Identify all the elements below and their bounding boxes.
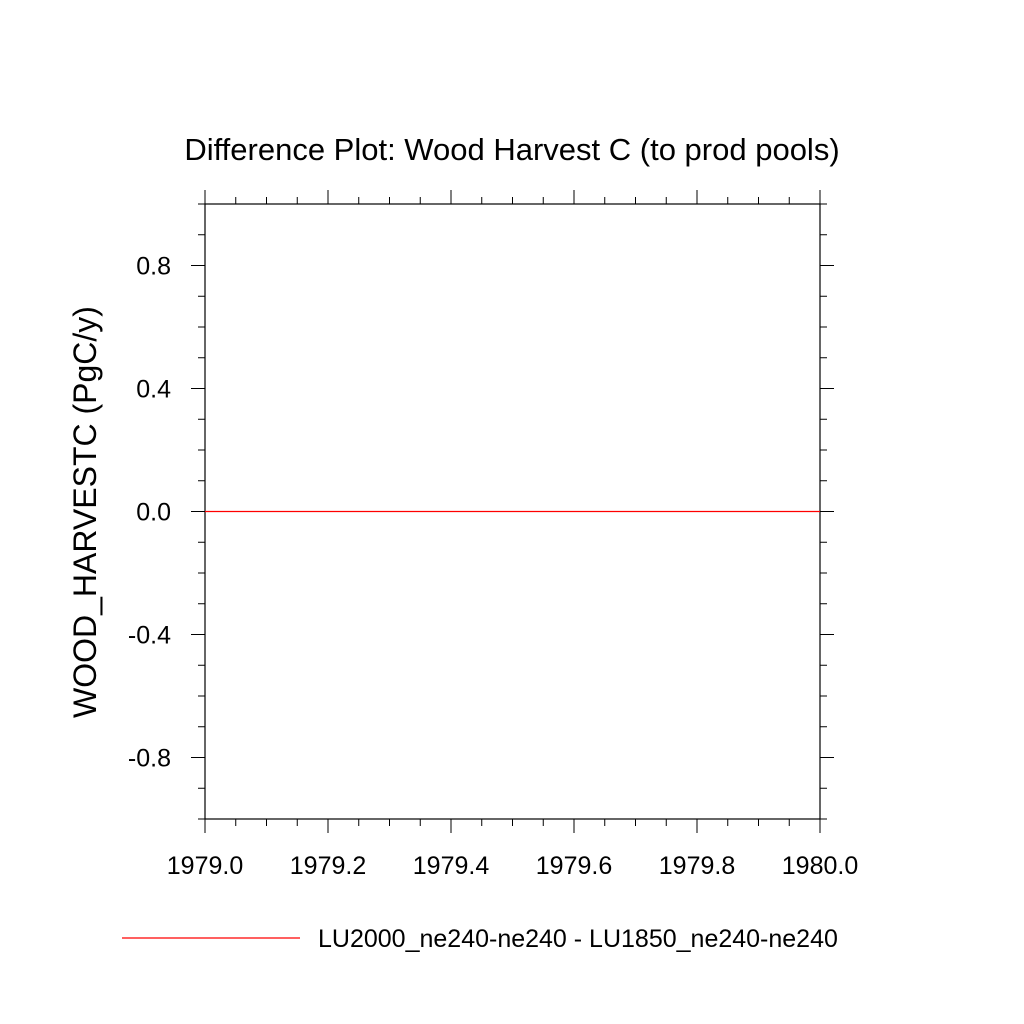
x-tick-label: 1979.8 bbox=[659, 852, 735, 880]
x-tick-label: 1979.6 bbox=[536, 852, 612, 880]
y-tick-label: -0.8 bbox=[128, 745, 171, 773]
y-tick-label: 0.8 bbox=[136, 253, 171, 281]
x-tick-label: 1979.4 bbox=[413, 852, 490, 880]
y-tick-label: 0.4 bbox=[136, 376, 171, 404]
legend: LU2000_ne240-ne240 - LU1850_ne240-ne240 bbox=[122, 925, 838, 953]
x-tick-label: 1980.0 bbox=[782, 852, 858, 880]
y-tick-label: 0.0 bbox=[136, 499, 171, 527]
chart-title: Difference Plot: Wood Harvest C (to prod… bbox=[184, 132, 839, 167]
x-tick-label: 1979.0 bbox=[167, 852, 243, 880]
y-axis-label: WOOD_HARVESTC (PgC/y) bbox=[67, 306, 103, 718]
y-tick-label: -0.4 bbox=[128, 622, 171, 650]
x-tick-label: 1979.2 bbox=[290, 852, 366, 880]
plot-area: 1979.0 1979.2 1979.4 1979.6 1979.8 1980.0 -0.8… bbox=[128, 190, 858, 880]
legend-label: LU2000_ne240-ne240 - LU1850_ne240-ne240 bbox=[318, 925, 838, 953]
